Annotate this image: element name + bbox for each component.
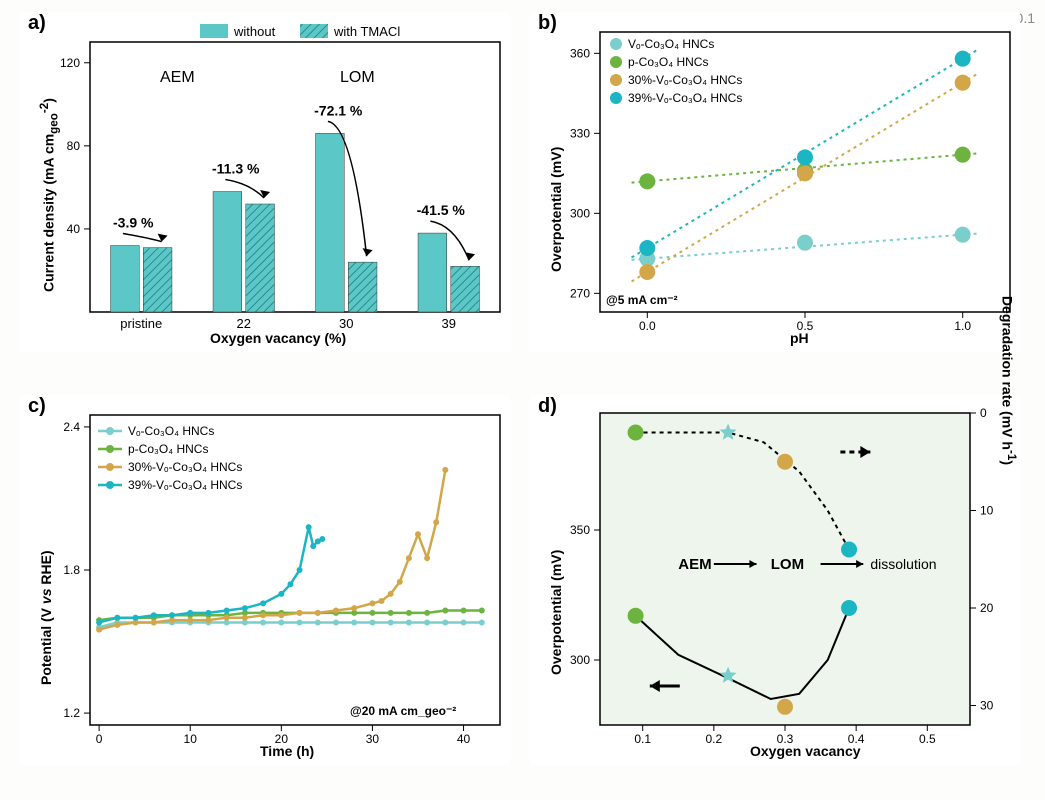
panel-a-ylabel: Current density (mA cmgeo-2) [38, 98, 60, 292]
svg-text:@20 mA cm_geo⁻²: @20 mA cm_geo⁻² [350, 704, 456, 718]
svg-text:-72.1 %: -72.1 % [314, 102, 363, 118]
svg-text:Vₒ-Co₃O₄ HNCs: Vₒ-Co₃O₄ HNCs [628, 37, 714, 51]
svg-text:40: 40 [67, 222, 81, 236]
svg-text:without: without [233, 24, 276, 39]
panel-c-xlabel: Time (h) [260, 743, 314, 759]
svg-text:-11.3 %: -11.3 % [212, 161, 260, 177]
panel-c-ylabel: Potential (V vs RHE) [38, 550, 54, 685]
svg-text:1.2: 1.2 [63, 706, 80, 720]
svg-text:0: 0 [96, 732, 103, 746]
panel-d-xlabel: Oxygen vacancy [750, 743, 861, 759]
svg-text:30%-Vₒ-Co₃O₄ HNCs: 30%-Vₒ-Co₃O₄ HNCs [628, 73, 742, 87]
svg-text:20: 20 [980, 601, 994, 615]
svg-text:360: 360 [570, 46, 590, 60]
svg-text:@5 mA cm⁻²: @5 mA cm⁻² [606, 293, 678, 307]
svg-text:40: 40 [457, 732, 471, 746]
svg-text:30: 30 [339, 316, 353, 331]
svg-text:30: 30 [980, 699, 994, 713]
svg-text:0.1: 0.1 [634, 732, 651, 746]
svg-text:330: 330 [570, 126, 590, 140]
svg-text:p-Co₃O₄ HNCs: p-Co₃O₄ HNCs [128, 442, 208, 456]
svg-text:Vₒ-Co₃O₄ HNCs: Vₒ-Co₃O₄ HNCs [128, 424, 214, 438]
svg-text:10: 10 [980, 504, 994, 518]
svg-text:120: 120 [60, 56, 80, 70]
panel-a-xlabel: Oxygen vacancy (%) [210, 330, 346, 346]
svg-text:pristine: pristine [120, 316, 162, 331]
panel-b-xlabel: pH [790, 330, 809, 346]
svg-text:350: 350 [570, 523, 590, 537]
svg-text:39: 39 [442, 316, 456, 331]
svg-text:30%-Vₒ-Co₃O₄ HNCs: 30%-Vₒ-Co₃O₄ HNCs [128, 460, 242, 474]
svg-text:30: 30 [366, 732, 380, 746]
svg-text:-41.5 %: -41.5 % [417, 202, 466, 218]
svg-text:300: 300 [570, 206, 590, 220]
svg-text:with TMACl: with TMACl [333, 24, 400, 39]
svg-text:dissolution: dissolution [870, 556, 936, 572]
svg-text:2.4: 2.4 [63, 420, 80, 434]
panel-d-ylabel-right: Degradation rate (mV h-1) [999, 296, 1018, 465]
svg-text:0.0: 0.0 [639, 319, 656, 333]
svg-text:80: 80 [67, 139, 81, 153]
svg-text:LOM: LOM [340, 69, 375, 86]
panel-a: a) 4080120pristine-3.9 %22-11.3 %30-72.1… [20, 12, 510, 352]
panel-d: d) 0.10.20.30.40.53003500102030AEMLOMdis… [530, 395, 1020, 765]
svg-text:39%-Vₒ-Co₃O₄ HNCs: 39%-Vₒ-Co₃O₄ HNCs [628, 91, 742, 105]
svg-text:p-Co₃O₄ HNCs: p-Co₃O₄ HNCs [628, 55, 708, 69]
svg-text:0.5: 0.5 [919, 732, 936, 746]
svg-text:1.0: 1.0 [954, 319, 971, 333]
svg-text:300: 300 [570, 653, 590, 667]
svg-text:22: 22 [237, 316, 251, 331]
svg-text:LOM: LOM [771, 556, 804, 573]
panel-b-ylabel: Overpotential (mV) [548, 147, 564, 272]
panel-b: b) 0.00.51.0270300330360Vₒ-Co₃O₄ HNCsp-C… [530, 12, 1020, 352]
svg-text:AEM: AEM [678, 556, 711, 573]
svg-text:0.2: 0.2 [706, 732, 723, 746]
panel-c: c) 0102030401.21.82.4Vₒ-Co₃O₄ HNCsp-Co₃O… [20, 395, 510, 765]
svg-text:-3.9 %: -3.9 % [113, 215, 154, 231]
svg-text:270: 270 [570, 286, 590, 300]
svg-text:AEM: AEM [160, 69, 195, 86]
svg-text:1.8: 1.8 [63, 563, 80, 577]
svg-text:0: 0 [980, 406, 987, 420]
panel-d-ylabel-left: Overpotential (mV) [548, 550, 564, 675]
svg-text:39%-Vₒ-Co₃O₄ HNCs: 39%-Vₒ-Co₃O₄ HNCs [128, 478, 242, 492]
svg-text:10: 10 [184, 732, 198, 746]
